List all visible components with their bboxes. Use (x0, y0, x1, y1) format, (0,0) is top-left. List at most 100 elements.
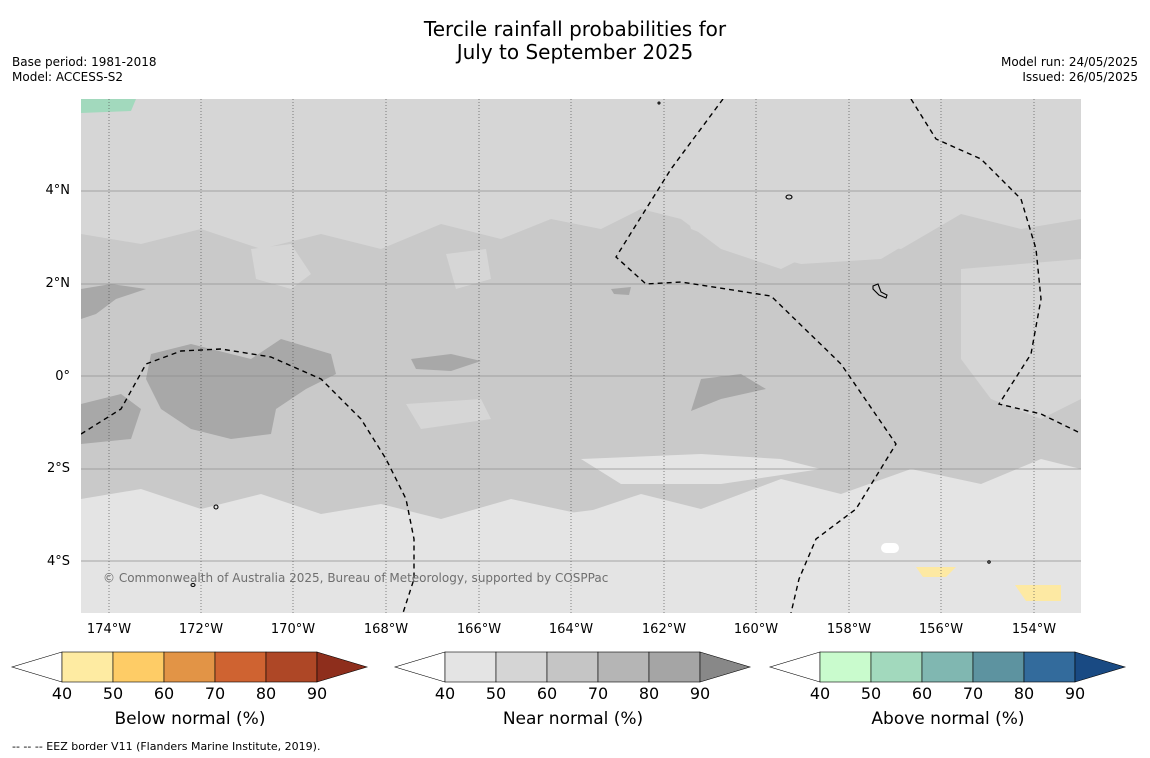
lon-label-166w: 166°W (456, 622, 502, 637)
model-run: Model run: 24/05/2025 (1000, 55, 1138, 69)
cbar-above-tick-50: 50 (860, 684, 882, 703)
light-region-north-2 (681, 194, 931, 264)
island-4 (190, 582, 196, 588)
cbar-near-under (393, 651, 446, 683)
colorbar-title-below: Below normal (%) (114, 709, 266, 729)
colorbar-title-near: Near normal (%) (502, 709, 644, 729)
colorbar-above-normal (768, 651, 1127, 683)
model-name: Model: ACCESS-S2 (12, 70, 124, 84)
white-patch-1 (881, 543, 899, 553)
cbar-below-seg-3 (163, 651, 216, 683)
map-panel[interactable]: © Commonwealth of Australia 2025, Bureau… (81, 99, 1081, 613)
cbar-below-tick-70: 70 (204, 684, 226, 703)
cbar-below-seg-5 (265, 651, 318, 683)
lighter-blob-1 (96, 529, 191, 569)
eez-border-central (615, 99, 897, 613)
island-6 (987, 560, 991, 564)
dark-blob-3 (611, 287, 631, 295)
lon-label-156w: 156°W (918, 622, 964, 637)
colorbar-title-above: Above normal (%) (871, 709, 1025, 729)
island-1 (785, 194, 793, 200)
islands (190, 101, 991, 588)
cbar-below-tick-60: 60 (153, 684, 175, 703)
light-blob-4 (406, 399, 491, 429)
cbar-near-tick-80: 80 (638, 684, 660, 703)
cbar-below-tick-90: 90 (306, 684, 328, 703)
eez-footnote: -- -- -- EEZ border V11 (Flanders Marine… (12, 740, 321, 753)
lon-label-158w: 158°W (826, 622, 872, 637)
cbar-below-seg-4 (214, 651, 267, 683)
latitude-gridlines (81, 190, 1081, 562)
lat-label-4n: 4°N (45, 183, 71, 198)
base-period: Base period: 1981-2018 (12, 55, 157, 69)
dark-region-west-edge (81, 394, 141, 444)
issued-date: Issued: 26/05/2025 (1022, 70, 1138, 84)
cbar-above-seg-3 (921, 651, 974, 683)
map-canvas (81, 99, 1081, 613)
cbar-below-over (316, 651, 369, 683)
cbar-below-tick-40: 40 (51, 684, 73, 703)
above-normal-patch (81, 99, 136, 113)
cbar-below-tick-50: 50 (102, 684, 124, 703)
light-blob-3 (446, 249, 491, 289)
cbar-above-under (768, 651, 821, 683)
copyright-notice: © Commonwealth of Australia 2025, Bureau… (103, 571, 609, 585)
lat-label-4s: 4°S (46, 554, 70, 569)
below-normal-patch-2 (1015, 585, 1061, 601)
eez-border-west (81, 348, 415, 613)
lat-label-0: 0° (55, 369, 70, 384)
cbar-below-seg-2 (112, 651, 165, 683)
cbar-near-seg-5 (648, 651, 701, 683)
lon-label-162w: 162°W (641, 622, 687, 637)
cbar-near-seg-2 (495, 651, 548, 683)
lat-label-2s: 2°S (46, 461, 70, 476)
cbar-above-seg-5 (1023, 651, 1076, 683)
meta-left: Base period: 1981-2018 Model: ACCESS-S2 (12, 55, 157, 85)
lon-label-174w: 174°W (86, 622, 132, 637)
lon-label-168w: 168°W (363, 622, 409, 637)
light-blob-1 (381, 194, 471, 224)
cbar-near-seg-1 (444, 651, 497, 683)
lat-label-2n: 2°N (45, 276, 71, 291)
cbar-near-tick-90: 90 (689, 684, 711, 703)
colorbar-below-normal (10, 651, 369, 683)
cbar-above-tick-80: 80 (1013, 684, 1035, 703)
dark-blob-2 (691, 374, 766, 411)
colorbar-near-normal (393, 651, 752, 683)
island-2 (872, 283, 888, 299)
title-line-2: July to September 2025 (456, 40, 694, 64)
lon-label-170w: 170°W (270, 622, 316, 637)
light-blob-2 (251, 244, 311, 289)
cbar-above-tick-60: 60 (911, 684, 933, 703)
island-5 (657, 101, 661, 105)
cbar-above-tick-90: 90 (1064, 684, 1086, 703)
dark-region-northwest (81, 284, 146, 319)
cbar-below-under (10, 651, 63, 683)
cbar-below-tick-80: 80 (255, 684, 277, 703)
below-normal-patch-1 (916, 567, 956, 577)
cbar-above-over (1074, 651, 1127, 683)
lon-label-164w: 164°W (548, 622, 594, 637)
lon-label-172w: 172°W (178, 622, 224, 637)
island-3 (213, 504, 219, 510)
cbar-near-over (699, 651, 752, 683)
cbar-near-tick-50: 50 (485, 684, 507, 703)
light-region-east (961, 259, 1081, 419)
cbar-above-seg-4 (972, 651, 1025, 683)
cbar-above-tick-40: 40 (809, 684, 831, 703)
title-line-1: Tercile rainfall probabilities for (423, 17, 727, 41)
cbar-near-seg-4 (597, 651, 650, 683)
cbar-below-seg-1 (61, 651, 114, 683)
eez-borders (81, 99, 1079, 613)
meta-right: Model run: 24/05/2025 Issued: 26/05/2025 (1001, 55, 1138, 85)
dark-blob-1 (411, 354, 481, 371)
cbar-near-tick-70: 70 (587, 684, 609, 703)
lighter-blob-2 (521, 509, 641, 554)
cbar-above-tick-70: 70 (962, 684, 984, 703)
cbar-near-tick-60: 60 (536, 684, 558, 703)
map-title: Tercile rainfall probabilities for July … (0, 18, 1150, 64)
cbar-near-seg-3 (546, 651, 599, 683)
lon-label-160w: 160°W (733, 622, 779, 637)
cbar-near-tick-40: 40 (434, 684, 456, 703)
cbar-above-seg-1 (819, 651, 872, 683)
